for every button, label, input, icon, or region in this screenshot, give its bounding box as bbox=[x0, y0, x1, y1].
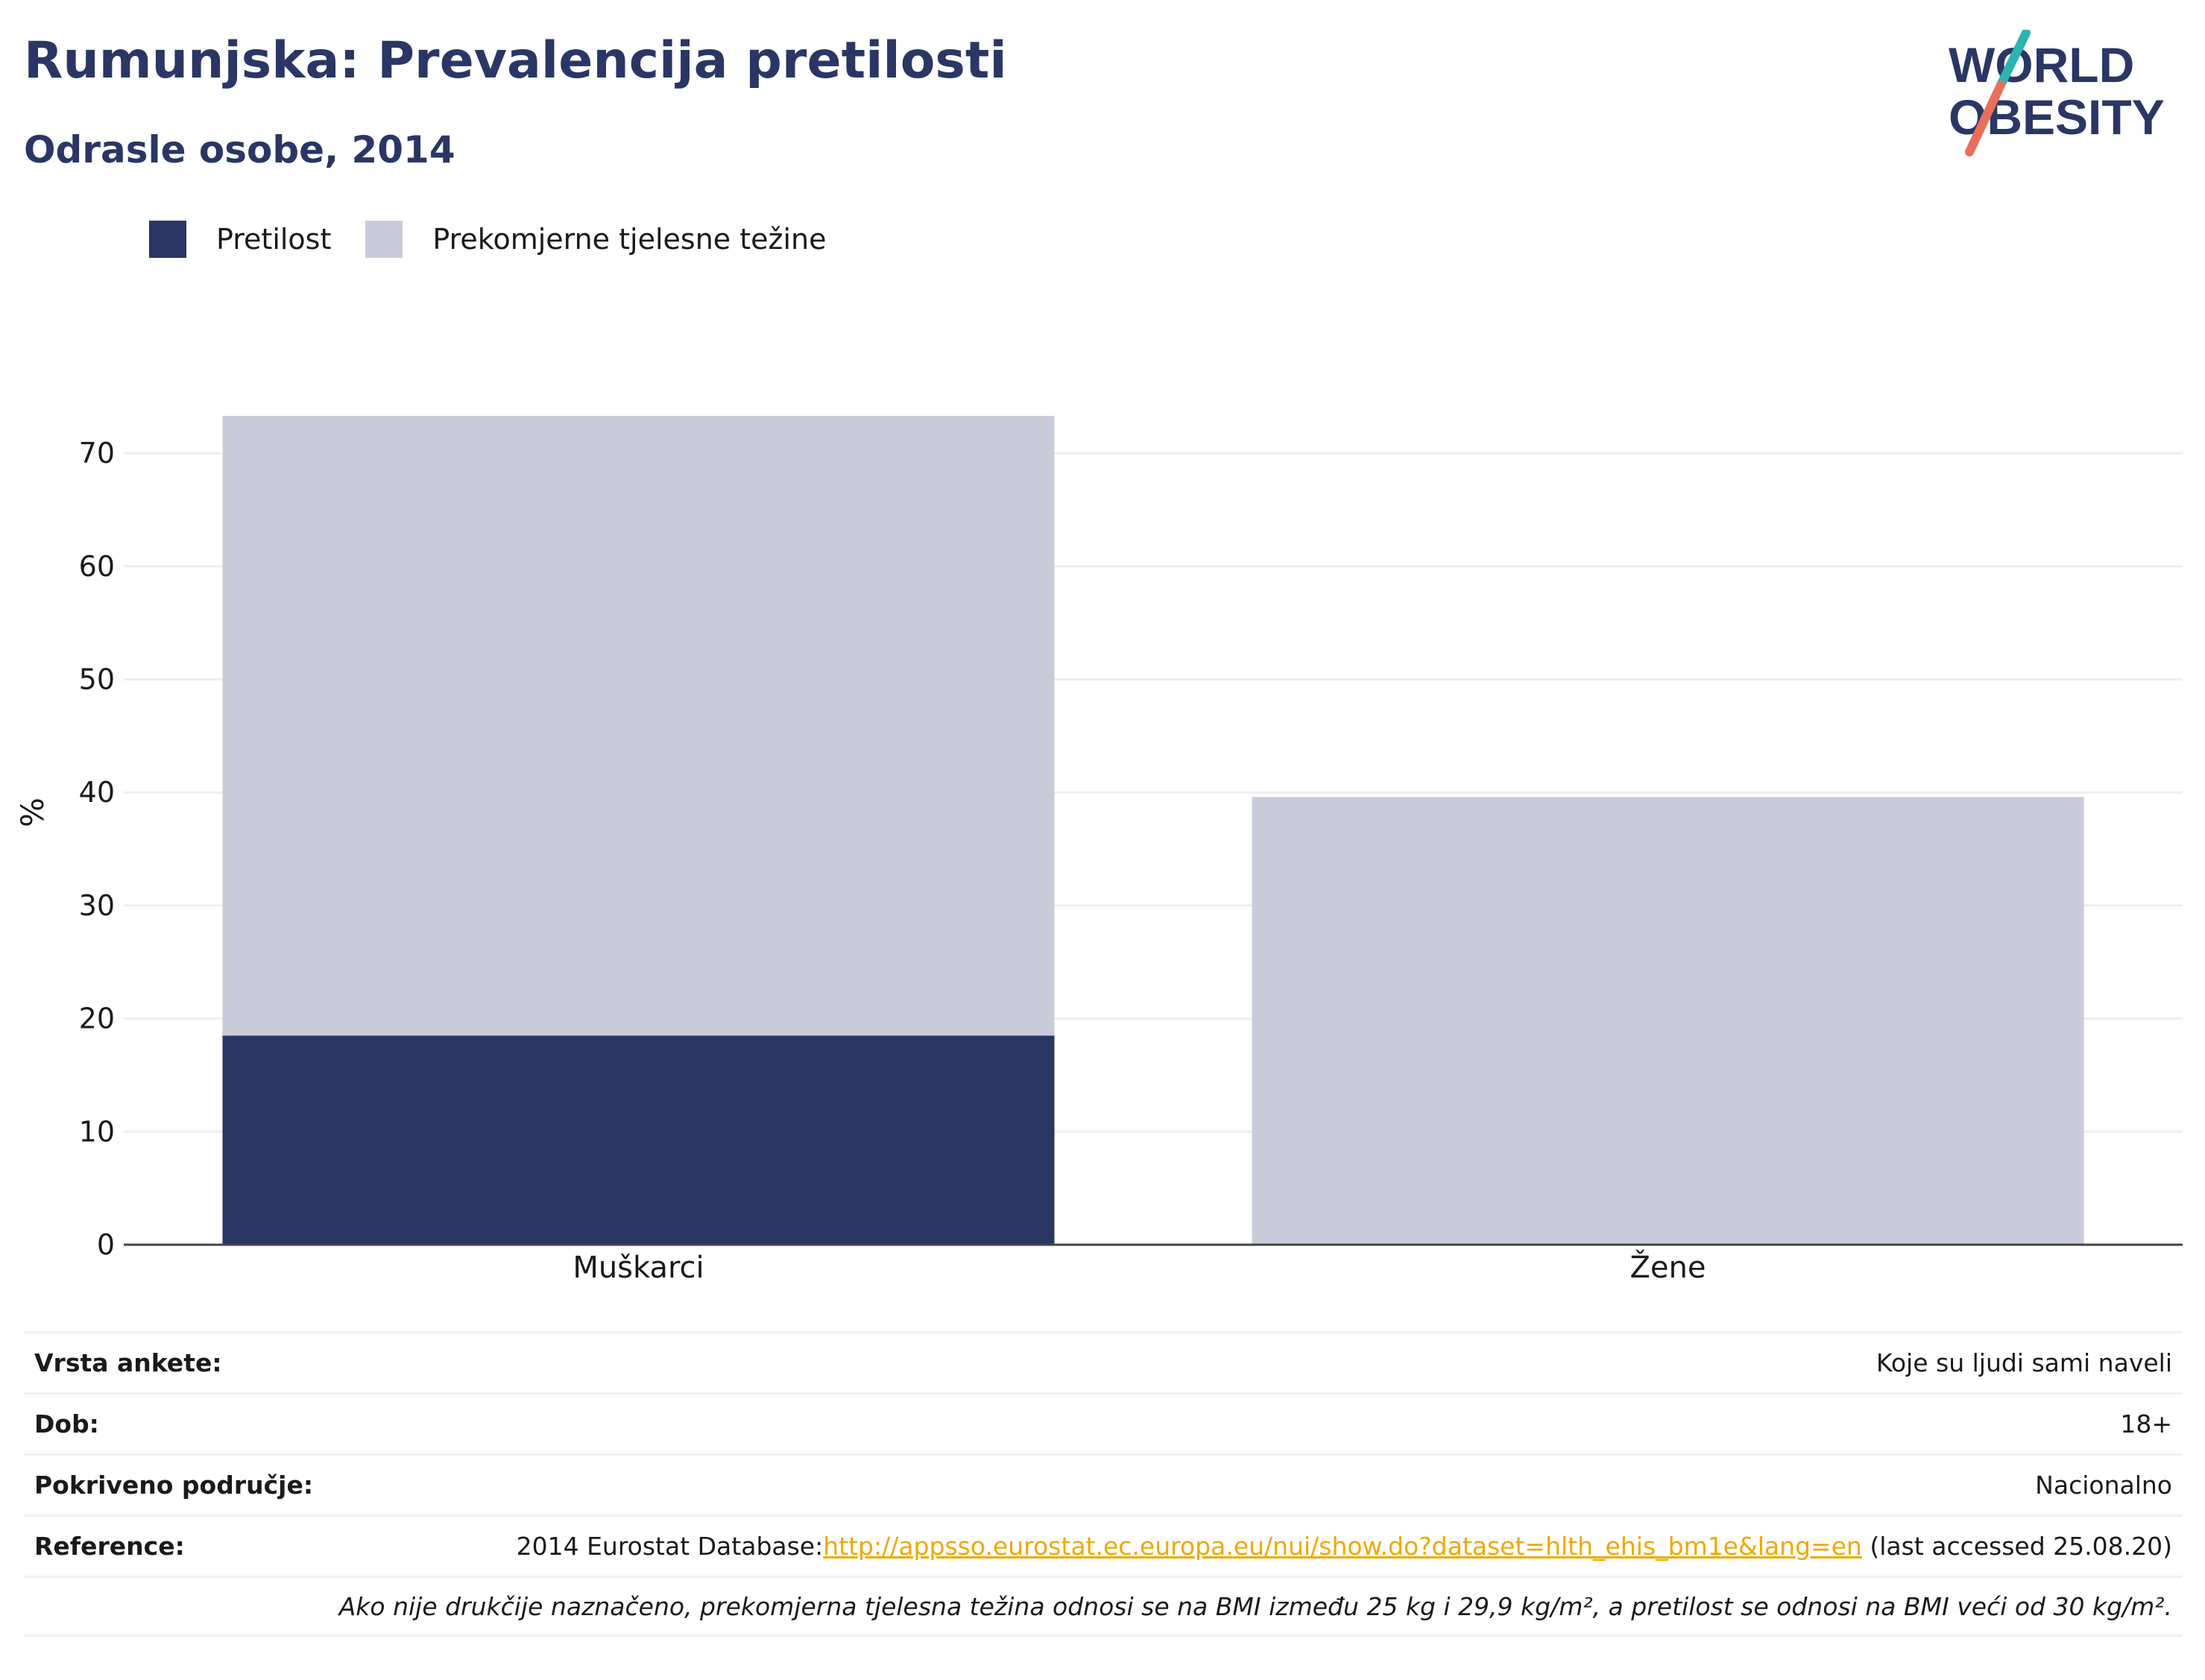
info-label: Dob: bbox=[34, 1409, 99, 1439]
logo-slash-top bbox=[1996, 30, 2031, 89]
reference-prefix: 2014 Eurostat Database: bbox=[516, 1532, 824, 1561]
y-tick-label: 60 bbox=[79, 550, 115, 583]
y-tick-label: 30 bbox=[79, 889, 115, 922]
y-tick-label: 40 bbox=[79, 776, 115, 809]
info-label: Vrsta ankete: bbox=[34, 1348, 222, 1377]
world-obesity-logo: WORLD OBESITY bbox=[1949, 30, 2165, 157]
chart-subtitle: Odrasle osobe, 2014 bbox=[24, 128, 455, 171]
y-tick-label: 50 bbox=[79, 663, 115, 696]
logo-line1: WORLD bbox=[1949, 37, 2134, 92]
legend-swatch-prekomjerne bbox=[365, 221, 403, 258]
info-table: Vrsta ankete: Koje su ljudi sami naveli … bbox=[24, 1331, 2183, 1637]
legend-label-pretilost: Pretilost bbox=[216, 223, 332, 256]
bar-segment bbox=[1252, 797, 2084, 1245]
info-value: Nacionalno bbox=[2035, 1471, 2172, 1500]
bar-segment bbox=[222, 416, 1055, 1036]
legend: Pretilost Prekomjerne tjelesne težine bbox=[149, 221, 861, 258]
y-axis-label: % bbox=[14, 798, 51, 827]
y-tick-label: 20 bbox=[79, 1002, 115, 1035]
reference-link[interactable]: http://appsso.eurostat.ec.europa.eu/nui/… bbox=[823, 1532, 1862, 1561]
bar-segment bbox=[222, 1035, 1055, 1245]
info-label: Reference: bbox=[34, 1532, 185, 1561]
y-tick-label: 0 bbox=[97, 1228, 115, 1261]
x-tick-label: Muškarci bbox=[572, 1251, 704, 1285]
y-tick-label: 10 bbox=[79, 1115, 115, 1148]
chart-title: Rumunjska: Prevalencija pretilosti bbox=[24, 31, 1007, 90]
info-row-age: Dob: 18+ bbox=[24, 1392, 2183, 1453]
info-row-note: Ako nije drukčije naznačeno, prekomjerna… bbox=[24, 1576, 2183, 1637]
definition-note: Ako nije drukčije naznačeno, prekomjerna… bbox=[338, 1591, 2172, 1621]
info-row-reference: Reference: 2014 Eurostat Database:http:/… bbox=[24, 1515, 2183, 1576]
info-value: 18+ bbox=[2120, 1409, 2172, 1439]
x-tick-label: Žene bbox=[1630, 1249, 1706, 1285]
y-tick-label: 70 bbox=[79, 437, 115, 470]
legend-item-pretilost[interactable]: Pretilost bbox=[149, 221, 331, 258]
info-row-survey: Vrsta ankete: Koje su ljudi sami naveli bbox=[24, 1331, 2183, 1392]
bar-chart: 0 10 20 30 40 50 60 70 Muškarci Žene% bbox=[14, 416, 2183, 1285]
legend-swatch-pretilost bbox=[149, 221, 186, 258]
legend-item-prekomjerne[interactable]: Prekomjerne tjelesne težine bbox=[365, 221, 827, 258]
reference-suffix: (last accessed 25.08.20) bbox=[1861, 1532, 2172, 1561]
info-label: Pokriveno područje: bbox=[34, 1471, 314, 1500]
reference-value: 2014 Eurostat Database:http://appsso.eur… bbox=[517, 1532, 2172, 1561]
info-value: Koje su ljudi sami naveli bbox=[1876, 1348, 2172, 1377]
logo-slash-bottom bbox=[1965, 80, 2005, 157]
legend-label-prekomjerne: Prekomjerne tjelesne težine bbox=[432, 223, 827, 256]
info-row-coverage: Pokriveno područje: Nacionalno bbox=[24, 1453, 2183, 1515]
